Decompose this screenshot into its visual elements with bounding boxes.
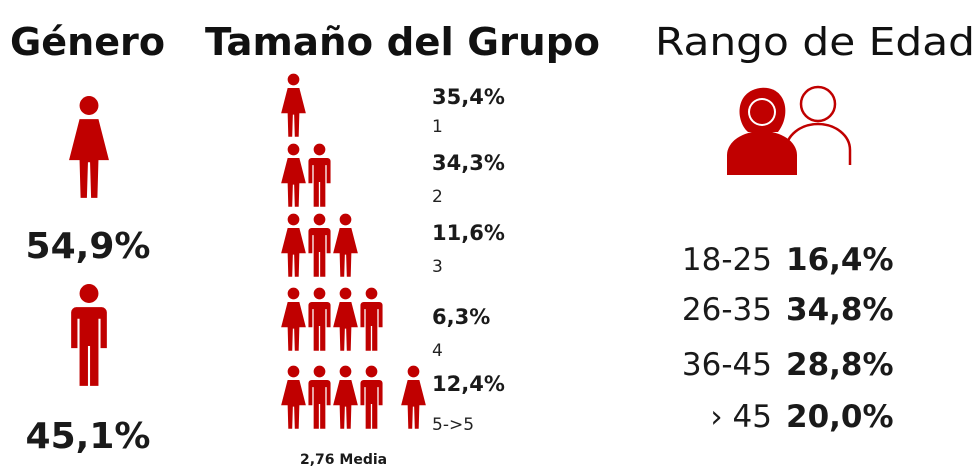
age-percent: 16,4% [786, 242, 894, 278]
age-percent: 34,8% [786, 292, 894, 328]
female-icon [69, 96, 109, 198]
group-percent: 35,4% [432, 85, 505, 109]
group-title: Tamaño del Grupo [205, 20, 600, 64]
age-range: 26-35 [682, 292, 772, 328]
gender-title: Género [10, 20, 165, 64]
age-range: › 45 [710, 399, 772, 435]
male-icon [71, 284, 107, 386]
person-icon [281, 287, 306, 351]
person-icon [401, 365, 426, 429]
group-label: 2 [432, 187, 443, 207]
age-icon [727, 85, 852, 175]
group-label: 5->5 [432, 415, 474, 435]
person-icon [308, 287, 331, 351]
age-rows: 18-25 16,4% 26-35 34,8% 36-45 28,8% › 45 20,0% [682, 242, 894, 435]
person-icon [308, 365, 331, 429]
gender-value: 45,1% [26, 416, 151, 457]
person-icon [281, 143, 306, 207]
group-label: 4 [432, 341, 443, 361]
age-percent: 28,8% [786, 347, 894, 383]
group-rows: 35,4% 1 34,3% 2 11,6% 3 6,3% 4 12,4% 5->5 [281, 73, 505, 435]
person-icon [281, 365, 306, 429]
person-icon [308, 143, 331, 207]
person-icon [281, 213, 306, 277]
group-label: 1 [432, 117, 443, 137]
age-percent: 20,0% [786, 399, 894, 435]
person-icon [360, 287, 383, 351]
group-percent: 6,3% [432, 305, 490, 329]
person-icon [333, 365, 358, 429]
group-percent: 11,6% [432, 221, 505, 245]
group-label: 3 [432, 257, 443, 277]
group-percent: 12,4% [432, 372, 505, 396]
person-icon [333, 287, 358, 351]
age-title: Rango de Edad [655, 20, 975, 64]
group-footer: 2,76 Media [300, 452, 387, 468]
person-icon [281, 73, 306, 137]
gender-value: 54,9% [26, 226, 151, 267]
age-range: 36-45 [682, 347, 772, 383]
person-icon [333, 213, 358, 277]
group-percent: 34,3% [432, 151, 505, 175]
age-range: 18-25 [682, 242, 772, 278]
person-icon [308, 213, 331, 277]
person-icon [360, 365, 383, 429]
